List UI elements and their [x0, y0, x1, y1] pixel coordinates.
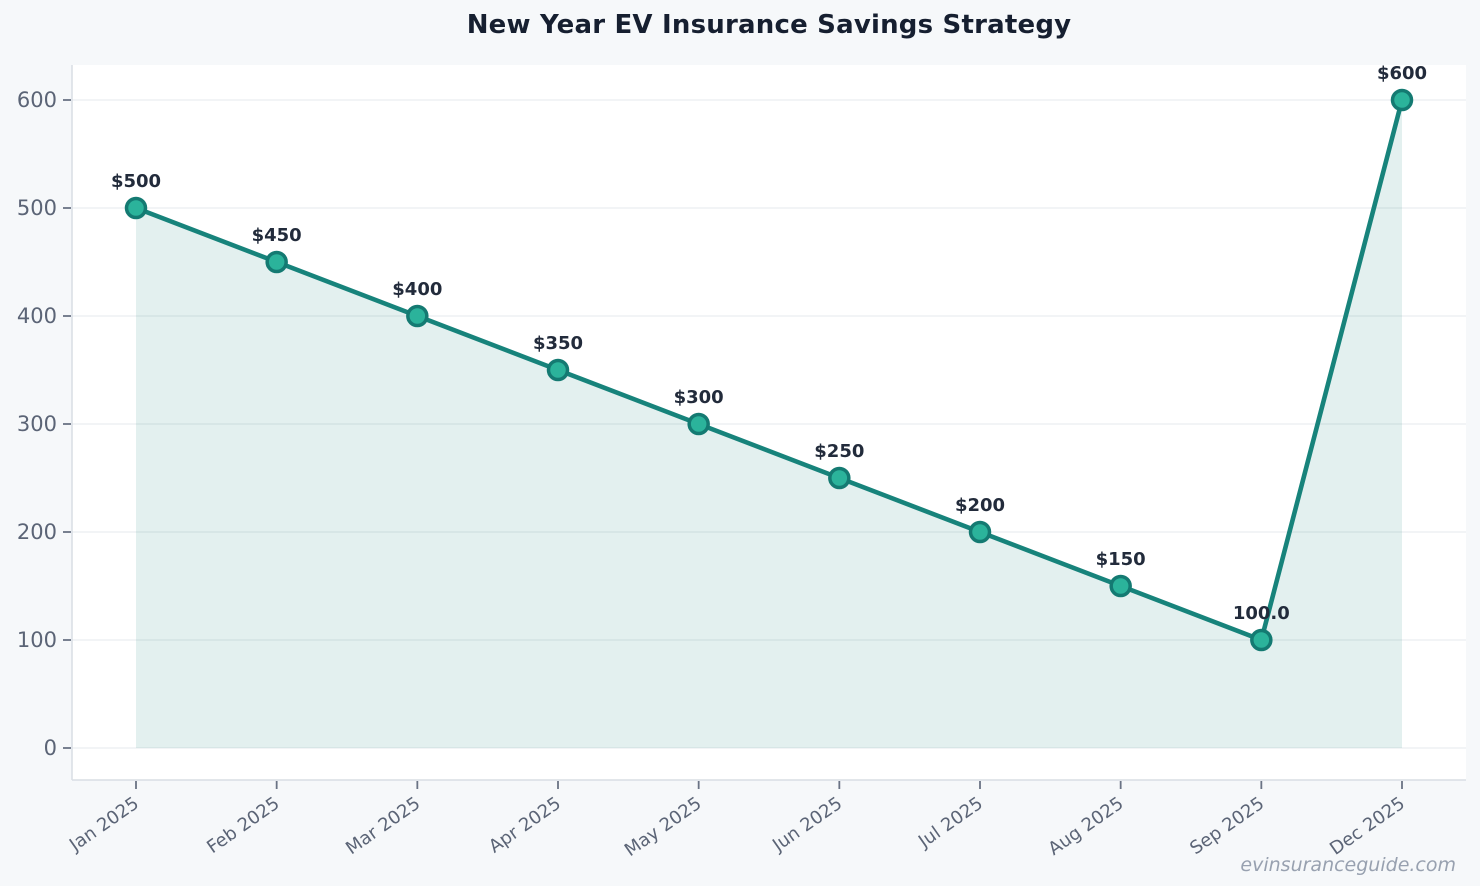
data-point-marker — [1250, 628, 1273, 652]
svg-text:Aug 2025: Aug 2025 — [1044, 793, 1127, 860]
data-point-marker — [406, 304, 429, 328]
svg-text:400: 400 — [17, 304, 57, 328]
svg-text:Jul 2025: Jul 2025 — [914, 793, 987, 853]
svg-text:600: 600 — [17, 88, 57, 112]
data-point-label: 100.0 — [1233, 603, 1290, 624]
data-point-label: $250 — [814, 441, 864, 462]
data-point-marker — [1390, 88, 1414, 112]
data-point-marker — [265, 250, 288, 274]
chart-title: New Year EV Insurance Savings Strategy — [466, 10, 1072, 40]
data-point-marker — [1109, 574, 1132, 598]
svg-text:200: 200 — [17, 520, 57, 544]
svg-text:Apr 2025: Apr 2025 — [485, 793, 565, 858]
data-point-label: $350 — [533, 333, 583, 354]
svg-text:500: 500 — [17, 196, 57, 220]
svg-text:May 2025: May 2025 — [621, 793, 706, 861]
data-point-label: $300 — [674, 387, 724, 408]
svg-text:Feb 2025: Feb 2025 — [203, 793, 283, 858]
data-point-marker — [828, 466, 851, 490]
svg-text:Dec 2025: Dec 2025 — [1326, 793, 1409, 860]
data-point-label: $150 — [1096, 549, 1146, 570]
data-point-marker — [124, 196, 148, 220]
svg-text:300: 300 — [17, 412, 57, 436]
svg-text:0: 0 — [44, 736, 57, 760]
data-point-label: $200 — [955, 495, 1005, 516]
svg-text:Jun 2025: Jun 2025 — [768, 793, 846, 856]
data-point-marker — [687, 412, 710, 436]
data-point-label: $600 — [1377, 63, 1427, 84]
data-point-marker — [546, 358, 570, 382]
data-point-marker — [968, 520, 992, 544]
svg-text:Jan 2025: Jan 2025 — [65, 793, 143, 856]
data-point-label: $400 — [392, 279, 442, 300]
svg-text:100: 100 — [17, 628, 57, 652]
data-point-label: $500 — [111, 171, 161, 192]
svg-text:Mar 2025: Mar 2025 — [342, 793, 424, 859]
svg-text:Sep 2025: Sep 2025 — [1186, 793, 1268, 859]
data-point-label: $450 — [252, 225, 302, 246]
watermark: evinsuranceguide.com — [1240, 854, 1456, 876]
